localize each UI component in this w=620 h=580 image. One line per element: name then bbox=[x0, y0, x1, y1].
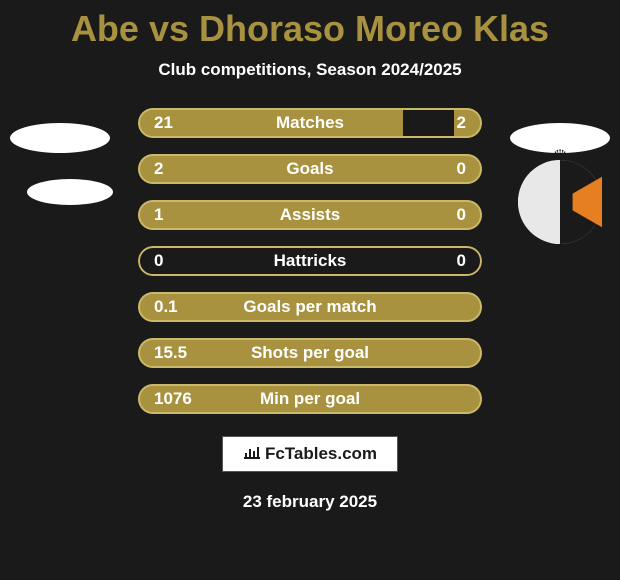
stat-value-left: 21 bbox=[154, 113, 173, 133]
ellipse-icon bbox=[27, 179, 113, 205]
stat-value-right: 2 bbox=[457, 113, 466, 133]
date-label: 23 february 2025 bbox=[243, 492, 377, 512]
stat-label: Assists bbox=[280, 205, 340, 225]
stat-row: 15.5 Shots per goal bbox=[138, 338, 482, 368]
stat-row: 0.1 Goals per match bbox=[138, 292, 482, 322]
stat-label: Shots per goal bbox=[251, 343, 369, 363]
stat-value-left: 1076 bbox=[154, 389, 192, 409]
stat-label: Goals bbox=[286, 159, 333, 179]
stat-value-left: 0 bbox=[154, 251, 163, 271]
stat-value-right: 0 bbox=[457, 205, 466, 225]
stat-label: Min per goal bbox=[260, 389, 360, 409]
stat-value-right: 0 bbox=[457, 251, 466, 271]
stat-row: 1076 Min per goal bbox=[138, 384, 482, 414]
stat-row: 2 Goals 0 bbox=[138, 154, 482, 184]
stat-label: Matches bbox=[276, 113, 344, 133]
stat-value-right: 0 bbox=[457, 159, 466, 179]
stat-value-left: 15.5 bbox=[154, 343, 187, 363]
stat-value-left: 1 bbox=[154, 205, 163, 225]
stat-value-left: 2 bbox=[154, 159, 163, 179]
page-title: Abe vs Dhoraso Moreo Klas bbox=[71, 8, 549, 50]
stat-bars: 21 Matches 2 2 Goals 0 1 Assists 0 0 Hattricks 0 0.1… bbox=[138, 108, 482, 414]
stat-row: 1 Assists 0 bbox=[138, 200, 482, 230]
stat-label: Goals per match bbox=[243, 297, 376, 317]
club-badge-icon: ♛ bbox=[518, 160, 602, 244]
stat-row: 21 Matches 2 bbox=[138, 108, 482, 138]
subtitle: Club competitions, Season 2024/2025 bbox=[158, 60, 461, 80]
team-right-logo-2: ♛ bbox=[510, 172, 610, 232]
ellipse-icon bbox=[10, 123, 110, 153]
stat-row: 0 Hattricks 0 bbox=[138, 246, 482, 276]
branding-badge: FcTables.com bbox=[222, 436, 398, 472]
stat-label: Hattricks bbox=[274, 251, 347, 271]
stat-value-left: 0.1 bbox=[154, 297, 178, 317]
team-left-logo-1 bbox=[10, 108, 110, 168]
team-left-logo-2 bbox=[20, 162, 120, 222]
chart-icon bbox=[243, 445, 261, 464]
stats-comparison: Abe vs Dhoraso Moreo Klas Club competiti… bbox=[0, 0, 620, 580]
branding-text: FcTables.com bbox=[265, 444, 377, 464]
